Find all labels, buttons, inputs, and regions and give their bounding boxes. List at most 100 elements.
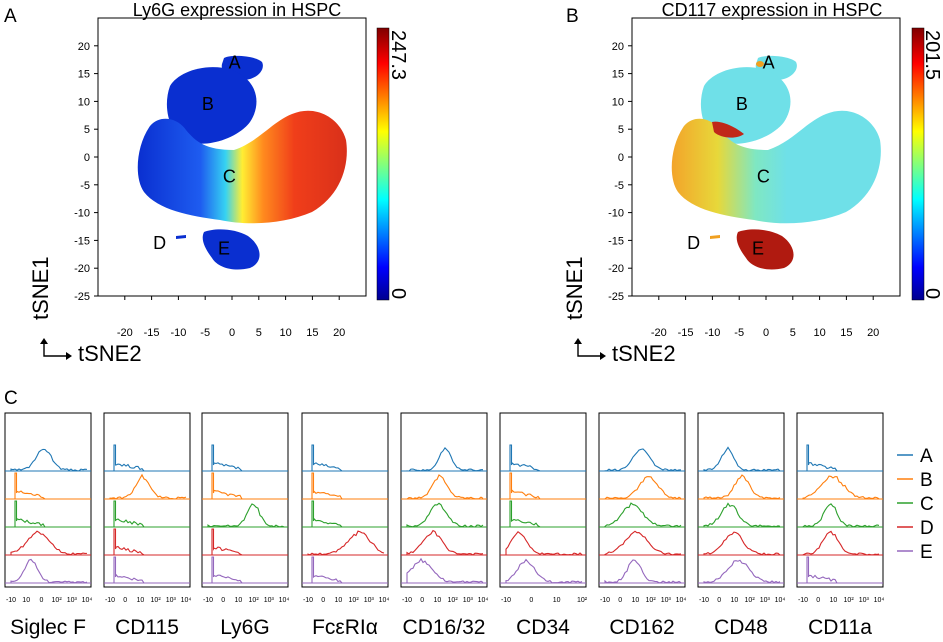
x-tick-label: 0 — [229, 327, 235, 339]
histogram-curve-b — [14, 472, 46, 500]
x-tick-label: 20 — [867, 327, 879, 339]
histogram-tick-label: 10³ — [264, 597, 275, 604]
y-tick-label: 0 — [618, 152, 624, 164]
histogram-curve-a — [604, 448, 682, 472]
histogram-tick-label: 0 — [420, 597, 424, 604]
cluster-d-region — [710, 235, 720, 239]
histogram-tick-label: 10⁴ — [775, 597, 786, 604]
x-tick-label: 15 — [840, 327, 852, 339]
colorbar-b-min: 0 — [921, 288, 943, 299]
legend-label-b: B — [920, 470, 933, 491]
histogram-tick-label: -10 — [699, 597, 709, 604]
histogram-panel: -10 0 10 10² 10³ 10⁴ CD16/32 — [400, 412, 489, 639]
y-tick-label: -10 — [74, 208, 90, 220]
histogram-tick-label: 0 — [717, 597, 721, 604]
x-tick-label: 10 — [279, 327, 291, 339]
panel-c: C -10 10 0 10² 10³ 10⁴ Siglec F -10 0 10 10² 10³ 10⁴… — [4, 388, 934, 639]
histogram-tick-label: 10³ — [463, 597, 474, 604]
histogram-tick-label: 0 — [39, 597, 43, 604]
histogram-frame — [796, 412, 884, 588]
histogram-tick-label: -10 — [203, 597, 213, 604]
panel-a: A Ly6G expression in HSPC 20151050-5-10-… — [4, 0, 409, 366]
histogram-curve-c — [311, 500, 343, 528]
histogram-tick-label: 10⁴ — [874, 597, 885, 604]
histogram-panel: -10 0 10 10² 10³ 10⁴ CD115 — [103, 412, 192, 639]
histogram-grid: -10 10 0 10² 10³ 10⁴ Siglec F -10 0 10 10² 10³ 10⁴ CD… — [4, 412, 885, 639]
histogram-curve-e — [505, 558, 583, 584]
panel-letter-a: A — [4, 6, 17, 27]
marker-label: CD162 — [609, 616, 674, 639]
histogram-tick-label: 10² — [151, 597, 162, 604]
histogram-tick-label: 10² — [448, 597, 459, 604]
histogram-curve-c — [604, 502, 682, 528]
colorbar-a-max: 247.3 — [387, 30, 409, 80]
marker-label: Siglec F — [10, 616, 86, 639]
cluster-label-a: A — [229, 52, 241, 72]
y-axis-label-a: tSNE1 — [28, 256, 53, 320]
histogram-curve-e — [311, 556, 343, 584]
histogram-curve-d — [406, 529, 484, 556]
x-tick-label: -15 — [678, 327, 694, 339]
panel-a-title: Ly6G expression in HSPC — [133, 0, 341, 20]
x-tick-label: -20 — [651, 327, 667, 339]
cluster-label-c: C — [757, 166, 770, 186]
histogram-curve-a — [406, 447, 484, 472]
x-tick-label: 20 — [333, 327, 345, 339]
histogram-panel: -10 0 10 10² 10³ 10⁴ FcεRIα — [301, 412, 389, 639]
histogram-panel: -10 0 10 10² 10³ 10⁴ CD48 — [697, 412, 786, 639]
y-tick-label: -5 — [80, 180, 90, 192]
x-tick-label: -10 — [170, 327, 186, 339]
arrow-up-icon — [40, 338, 48, 344]
histogram-curve-e — [703, 559, 781, 584]
histogram-tick-label: 0 — [221, 597, 225, 604]
histogram-tick-label: 10⁴ — [181, 597, 192, 604]
histogram-curve-b — [406, 474, 484, 500]
histogram-tick-label: 10² — [646, 597, 657, 604]
histogram-curve-b — [703, 474, 781, 500]
histogram-panel: -10 10 0 10² 10³ 10⁴ Siglec F — [4, 412, 92, 639]
histogram-curve-e — [406, 557, 484, 584]
histogram-tick-label: 10³ — [67, 597, 78, 604]
histogram-curve-d — [604, 530, 682, 556]
histogram-curve-d — [10, 530, 88, 556]
histogram-tick-label: 10² — [249, 597, 260, 604]
colorbar-b — [911, 27, 925, 301]
histogram-panel: -10 0 10 10² 10³ 10⁴ CD11a — [796, 412, 885, 639]
cluster-label-b: B — [736, 94, 748, 114]
histogram-tick-label: 10³ — [760, 597, 771, 604]
histogram-tick-label: 10² — [844, 597, 855, 604]
tsne-map-ly6g — [137, 55, 347, 270]
histogram-curve-b — [109, 473, 187, 500]
histogram-curve-b — [211, 472, 243, 500]
cluster-label-b: B — [202, 94, 214, 114]
legend-label-d: D — [920, 518, 934, 539]
histogram-tick-label: 10 — [553, 597, 561, 604]
histogram-tick-label: 10 — [731, 597, 739, 604]
legend-label-a: A — [920, 446, 933, 467]
histogram-frame — [499, 412, 587, 588]
histogram-curve-d — [307, 530, 385, 556]
histogram-tick-label: 10² — [745, 597, 756, 604]
cluster-label-e: E — [218, 239, 230, 259]
marker-label: CD34 — [516, 616, 570, 639]
y-tick-label: -10 — [608, 208, 624, 220]
cluster-a-hotspot — [756, 61, 764, 67]
histogram-frame — [697, 412, 785, 588]
histogram-curve-c — [113, 500, 145, 528]
histogram-tick-label: 10⁴ — [676, 597, 687, 604]
histogram-frame — [400, 412, 488, 588]
histogram-tick-label: 10³ — [364, 597, 375, 604]
cluster-c-region — [137, 110, 347, 224]
histogram-tick-label: 10⁴ — [478, 597, 489, 604]
marker-label: FcεRIα — [312, 616, 378, 639]
cluster-c-hotspot — [712, 121, 744, 138]
histogram-curve-a — [211, 444, 243, 472]
histogram-tick-label: 10² — [577, 597, 588, 604]
histogram-frame — [103, 412, 191, 588]
marker-label: CD11a — [808, 616, 872, 639]
histogram-tick-label: 10² — [52, 597, 63, 604]
histogram-curve-e — [604, 559, 682, 584]
y-tick-label: -15 — [608, 235, 624, 247]
histogram-tick-label: 10 — [434, 597, 442, 604]
y-tick-label: 5 — [84, 124, 90, 136]
